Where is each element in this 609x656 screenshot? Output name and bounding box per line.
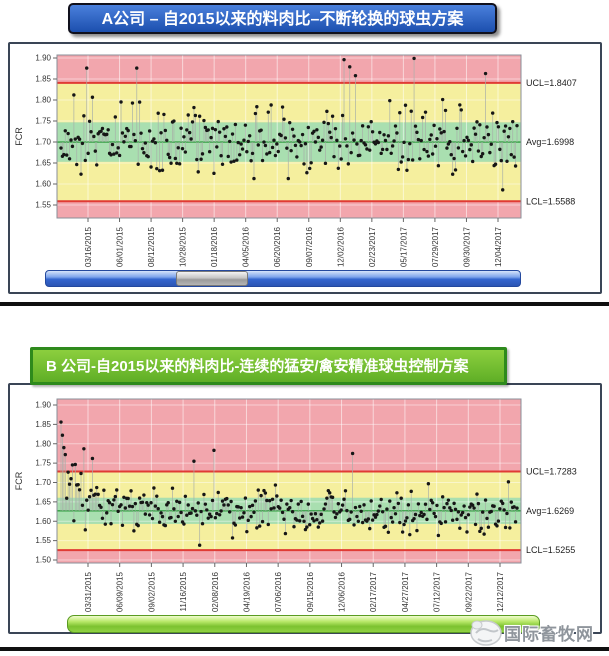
- watermark: 国际畜牧网: [468, 615, 608, 649]
- chart-b-scrollbar[interactable]: [67, 615, 540, 633]
- chart-a-title: A公司 – 自2015以来的料肉比–不断轮换的球虫方案: [68, 3, 497, 34]
- chart-b-frame: [8, 383, 602, 634]
- chart-b-title: B 公司-自2015以来的料肉比-连续的猛安/禽安精准球虫控制方案: [30, 347, 507, 385]
- watermark-logo-icon: [470, 620, 502, 646]
- separator-line-bottom: [0, 647, 609, 651]
- chart-a-scrollbar[interactable]: [45, 270, 521, 287]
- chart-a-scrollbar-thumb[interactable]: [176, 271, 248, 286]
- separator-line-top: [0, 302, 609, 306]
- chart-a-frame: [8, 42, 602, 294]
- watermark-text: 国际畜牧网: [504, 624, 594, 644]
